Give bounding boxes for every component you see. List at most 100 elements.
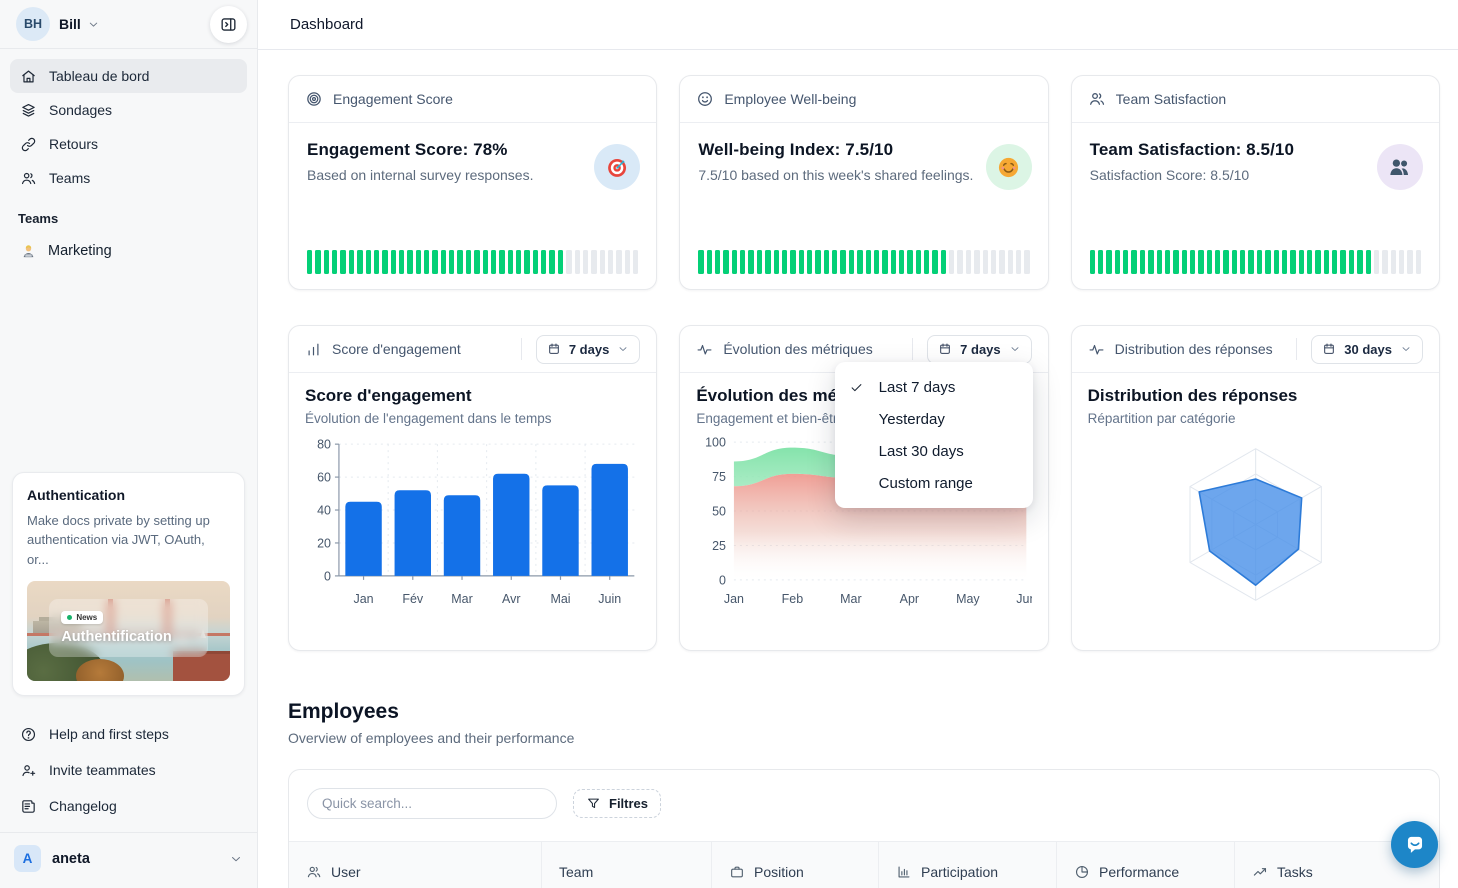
menu-item-label: Yesterday [878,410,945,428]
users-icon [306,864,322,880]
workspace-name: aneta [52,850,90,867]
chevron-down-icon [1400,343,1412,355]
chart-card-evolution-metriques: Évolution des métriques 7 days Évolution… [679,325,1049,651]
svg-text:Avr: Avr [502,592,520,606]
svg-text:100: 100 [705,436,726,450]
menu-item-last-7-days[interactable]: Last 7 days [835,371,1033,403]
main-area: Dashboard Engagement Score Engagement Sc… [258,0,1458,888]
card-header-label: Évolution des métriques [723,341,873,357]
changelog-icon [20,798,37,815]
progress-bar [698,250,1030,274]
svg-text:Mar: Mar [840,592,861,606]
progress-bar [307,250,639,274]
sidebar-item-sondages[interactable]: Sondages [10,93,247,127]
smile-emoji-icon [985,144,1032,190]
column-header-position[interactable]: Position [712,842,879,888]
menu-item-label: Last 7 days [878,378,956,396]
svg-text:80: 80 [317,438,331,452]
stat-description: Based on internal survey responses. [307,167,534,183]
promo-image-caption: Authentification [61,629,172,645]
activity-icon [1088,341,1105,358]
sidebar-teams-section: Teams Marketing [0,195,257,268]
calendar-icon [938,342,952,356]
column-header-team[interactable]: Team [542,842,712,888]
users-icon [1088,90,1106,108]
chat-launcher-button[interactable] [1391,821,1438,868]
menu-item-label: Last 30 days [878,442,964,460]
workspace-switcher[interactable]: A aneta [0,833,257,888]
employees-panel: Filtres User Team Position Participation Per… [288,769,1440,888]
promo-card-authentication[interactable]: Authentication Make docs private by sett… [12,471,245,696]
column-header-user[interactable]: User [289,842,542,888]
card-header-label: Team Satisfaction [1115,91,1227,107]
stat-card-team-satisfaction: Team Satisfaction Team Satisfaction: 8.5… [1070,75,1440,290]
smile-icon [696,90,714,108]
bar-chart-icon [305,341,322,358]
sidebar-team-item-marketing[interactable]: Marketing [10,234,247,268]
svg-text:Apr: Apr [900,592,919,606]
link-icon [20,136,37,153]
range-dropdown-menu: Last 7 days Yesterday Last 30 days Custom r… [834,362,1033,508]
sidebar-item-help-and-first-steps[interactable]: Help and first steps [10,716,247,752]
chat-bubble-icon [1407,836,1422,853]
chart-subtitle: Engagement et bien-être [696,411,845,426]
column-header-participation[interactable]: Participation [879,842,1057,888]
column-label: Position [754,863,804,880]
menu-item-custom-range[interactable]: Custom range [835,467,1033,499]
progress-bar [1089,250,1422,274]
funnel-icon [586,796,601,811]
date-range-button[interactable]: 30 days [1311,334,1423,364]
workspace-avatar: A [14,845,41,872]
menu-item-last-30-days[interactable]: Last 30 days [835,435,1033,467]
technologist-emoji-icon [20,243,37,260]
chevron-down-icon [87,18,100,31]
employees-section-header: Employees Overview of employees and thei… [288,700,1440,746]
svg-text:Fév: Fév [402,592,424,606]
svg-text:40: 40 [317,504,331,518]
promo-overlay-card: News Authentification [49,599,208,657]
column-header-tasks[interactable]: Tasks [1235,842,1439,888]
sidebar-item-teams[interactable]: Teams [10,161,247,195]
column-label: Performance [1099,863,1180,880]
chart-card-score-engagement: Score d'engagement 7 days Score d'engage… [288,325,658,651]
news-badge: News [61,611,104,624]
column-header-performance[interactable]: Performance [1057,842,1235,888]
calendar-icon [547,342,561,356]
users-icon [20,170,37,187]
stat-title: Well-being Index: 7.5/10 [698,140,894,159]
team-item-label: Marketing [48,243,112,259]
sidebar-collapse-button[interactable] [210,5,247,43]
promo-title: Authentication [27,486,125,503]
page-title: Dashboard [290,16,364,33]
sidebar-item-changelog[interactable]: Changelog [10,788,247,824]
employees-title: Employees [288,700,399,723]
sidebar-item-label: Sondages [49,102,113,118]
svg-text:25: 25 [712,539,726,553]
user-menu-trigger[interactable]: Bill [59,16,100,32]
card-header-label: Engagement Score [333,91,453,107]
sidebar: BH Bill Tableau de bord Sondages Retours Te… [0,0,258,888]
sidebar-item-retours[interactable]: Retours [10,127,247,161]
busts-emoji-icon [1376,144,1423,190]
sidebar-item-invite-teammates[interactable]: Invite teammates [10,752,247,788]
sidebar-header: BH Bill [0,0,257,49]
collapse-panel-icon [219,15,238,34]
bar-chart: 0 20 40 60 80 Jan Fév Mar Avr Mai Juin [305,430,640,650]
user-avatar: BH [16,7,50,41]
svg-text:Jan: Jan [353,592,373,606]
date-range-button[interactable]: 7 days [535,334,641,364]
stat-card-engagement-score: Engagement Score Engagement Score: 78% B… [288,75,658,290]
chart-subtitle: Répartition par catégorie [1087,411,1236,426]
menu-item-label: Custom range [878,474,973,492]
news-dot-icon [67,615,73,620]
user-name: Bill [59,16,81,32]
layers-icon [20,102,37,119]
promo-description: Make docs private by setting up authenti… [27,512,210,567]
search-input[interactable] [307,788,557,819]
date-range-button[interactable]: 7 days [927,334,1032,364]
svg-text:Jun: Jun [1017,592,1032,606]
menu-item-yesterday[interactable]: Yesterday [835,403,1033,435]
filters-button[interactable]: Filtres [573,789,662,818]
employees-subtitle: Overview of employees and their performa… [288,730,575,746]
sidebar-item-tableau-de-bord[interactable]: Tableau de bord [10,59,247,93]
